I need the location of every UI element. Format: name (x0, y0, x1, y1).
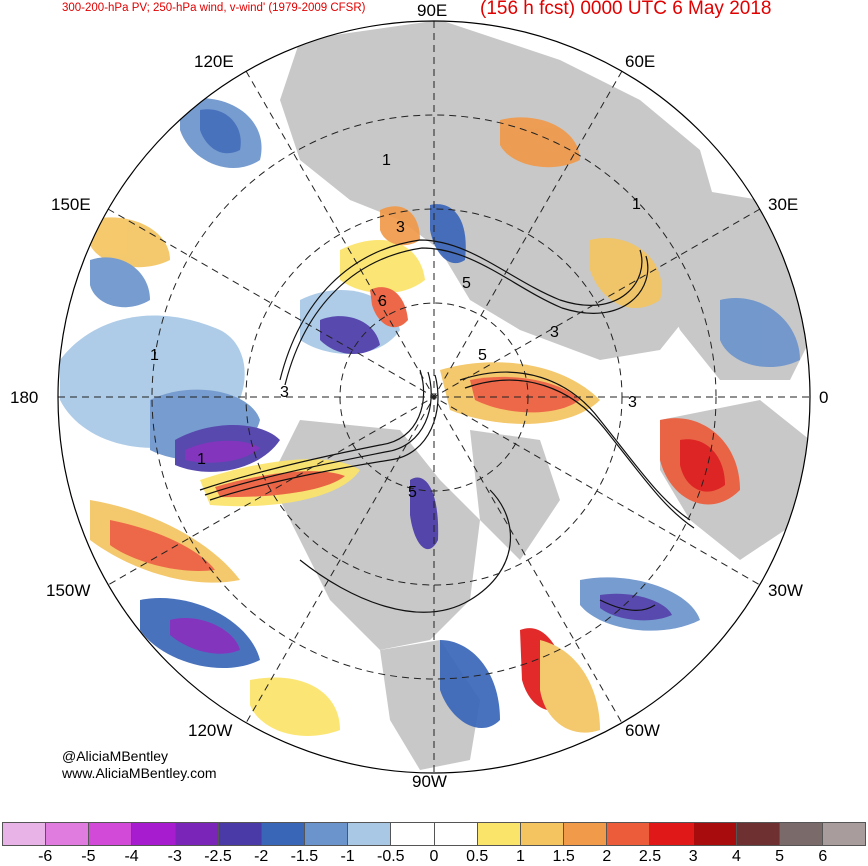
longitude-label-90w: 90W (412, 772, 447, 791)
colorbar-tick-label: 6 (818, 848, 828, 865)
colorbar-swatch (3, 823, 47, 845)
colorbar-swatch (779, 823, 823, 845)
contour-label: 1 (150, 347, 159, 364)
longitude-label-0: 0 (819, 388, 829, 407)
colorbar-swatch (348, 823, 392, 845)
longitude-label-60e: 60E (625, 52, 656, 71)
graticule (58, 21, 810, 773)
colorbar-tick-label: -5 (81, 848, 96, 865)
colorbar-tick-label: 2.5 (638, 848, 662, 865)
longitude-label-120e: 120E (194, 52, 234, 71)
forecast-time-title: (156 h fcst) 0000 UTC 6 May 2018 (480, 0, 772, 19)
colorbar-swatch (89, 823, 133, 845)
contour-label: 3 (550, 324, 559, 341)
colorbar-tick-label: -0.5 (377, 848, 405, 865)
contour-label: 3 (396, 219, 405, 236)
colorbar-tick-label: -1.5 (290, 848, 319, 865)
colorbar-swatch (822, 823, 866, 845)
colorbar-tick-label: -2 (254, 848, 269, 865)
colorbar-tick-label: 4 (731, 848, 741, 865)
colorbar-swatch (650, 823, 694, 845)
credit-website: www.AliciaMBentley.com (62, 765, 217, 781)
colorbar-swatch (607, 823, 651, 845)
contour-label: 5 (478, 347, 487, 364)
colorbar-tick-label: 0 (429, 848, 439, 865)
colorbar-swatch (693, 823, 737, 845)
contour-label: 1 (632, 196, 641, 213)
wind-contours (199, 239, 695, 613)
longitude-label-30w: 30W (768, 581, 803, 600)
contour-label: 5 (462, 275, 471, 292)
colorbar-swatch (46, 823, 90, 845)
contour-label: 3 (628, 394, 637, 411)
colorbar-swatch (564, 823, 608, 845)
colorbar-swatch (132, 823, 176, 845)
credit-handle: @AliciaMBentley (62, 748, 169, 764)
longitude-label-120w: 120W (188, 721, 233, 740)
colorbar-tick-label: 0.5 (466, 848, 489, 865)
polar-stereographic-map: 1 1 1 3 5 5 3 3 1 3 5 6 (57, 20, 811, 774)
colorbar-swatch (175, 823, 219, 845)
colorbar-swatch (218, 823, 262, 845)
colorbar-tick-label: -3 (167, 848, 182, 865)
colorbar (2, 822, 866, 846)
colorbar-swatch (434, 823, 478, 845)
contour-label: 3 (280, 384, 289, 401)
colorbar-tick-label: 5 (775, 848, 785, 865)
contour-label: 5 (408, 484, 417, 501)
colorbar-swatch (391, 823, 435, 845)
colorbar-tick-label: 3 (688, 848, 698, 865)
longitude-label-150e: 150E (51, 195, 91, 214)
longitude-label-30e: 30E (768, 195, 799, 214)
contour-label: 1 (197, 451, 206, 468)
colorbar-tick-label: 2 (602, 848, 612, 865)
colorbar-swatch (261, 823, 306, 845)
longitude-label-150w: 150W (46, 581, 91, 600)
contour-label: 1 (382, 152, 391, 169)
contour-label: 6 (378, 293, 387, 310)
colorbar-swatch (477, 823, 521, 845)
colorbar-tick-label: -4 (124, 848, 139, 865)
pv-contour-labels: 1 1 1 3 5 5 3 3 1 3 5 6 (150, 152, 641, 501)
colorbar-swatch (736, 823, 780, 845)
colorbar-tick-label: 1.5 (552, 848, 575, 865)
colorbar-tick-label: -2.5 (204, 848, 232, 865)
colorbar-swatch (520, 823, 565, 845)
map-boundary (57, 20, 811, 774)
longitude-label-180: 180 (10, 388, 39, 407)
colorbar-swatch (305, 823, 349, 845)
longitude-label-60w: 60W (625, 721, 660, 740)
colorbar-tick-label: 1 (515, 848, 525, 865)
colorbar-tick-label: -1 (340, 848, 355, 865)
longitude-label-90e: 90E (417, 1, 448, 20)
colorbar-tick-label: -6 (38, 848, 53, 865)
product-title: 300-200-hPa PV; 250-hPa wind, v-wind' (1… (62, 2, 366, 14)
